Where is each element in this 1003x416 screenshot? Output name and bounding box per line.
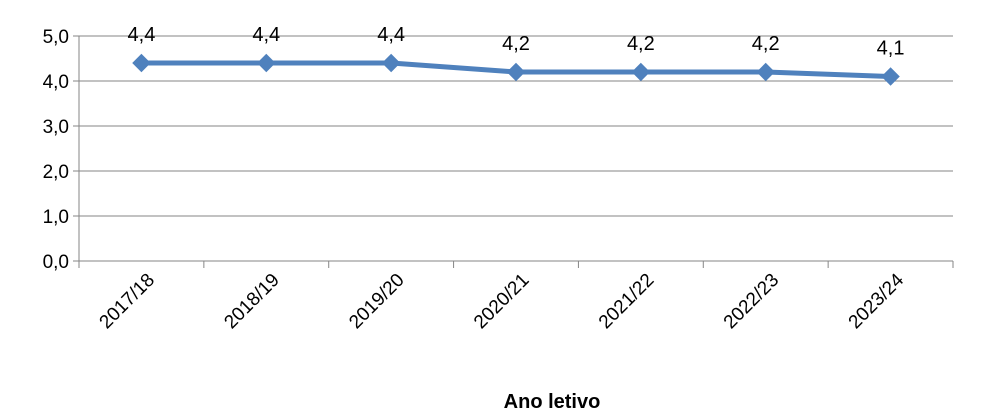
y-tick-label: 1,0 — [43, 207, 69, 228]
y-tick-label: 0,0 — [43, 252, 69, 273]
series-markers — [132, 53, 900, 86]
y-tick-label: 5,0 — [43, 27, 69, 48]
data-point-marker — [132, 53, 151, 73]
x-tick-label: 2017/18 — [96, 270, 159, 333]
x-tick-label: 2021/22 — [595, 270, 658, 333]
x-tick-label: 2019/20 — [345, 270, 408, 333]
axes — [73, 35, 954, 268]
x-tick-label: 2020/21 — [470, 270, 533, 333]
data-point-marker — [881, 67, 900, 86]
x-tick-label: 2018/19 — [220, 270, 283, 333]
data-point-marker — [756, 62, 775, 82]
x-tick-label: 2022/23 — [720, 270, 783, 333]
data-label: 4,4 — [377, 24, 405, 46]
y-tick-label: 2,0 — [43, 162, 69, 183]
x-axis-title: Ano letivo — [504, 391, 601, 413]
gridlines — [79, 35, 953, 217]
y-tick-label: 3,0 — [43, 117, 69, 138]
data-labels: 4,4 4,4 4,4 4,2 4,2 4,2 4,1 — [128, 24, 905, 60]
data-point-marker — [506, 62, 526, 82]
data-label: 4,2 — [502, 33, 530, 55]
x-tick-label: 2023/24 — [845, 269, 909, 333]
data-label: 4,4 — [128, 24, 156, 46]
x-axis-tick-labels: 2017/18 2018/19 2019/20 2020/21 2021/22 2022/… — [96, 269, 909, 333]
data-label: 4,4 — [252, 24, 280, 46]
data-point-marker — [381, 53, 401, 73]
data-point-marker — [257, 53, 276, 73]
data-label: 4,2 — [627, 33, 655, 55]
y-tick-label: 4,0 — [43, 72, 69, 93]
data-label: 4,1 — [877, 38, 905, 60]
y-axis-tick-labels: 0,0 1,0 2,0 3,0 4,0 5,0 — [43, 27, 69, 273]
data-label: 4,2 — [752, 33, 780, 55]
data-point-marker — [631, 62, 651, 82]
